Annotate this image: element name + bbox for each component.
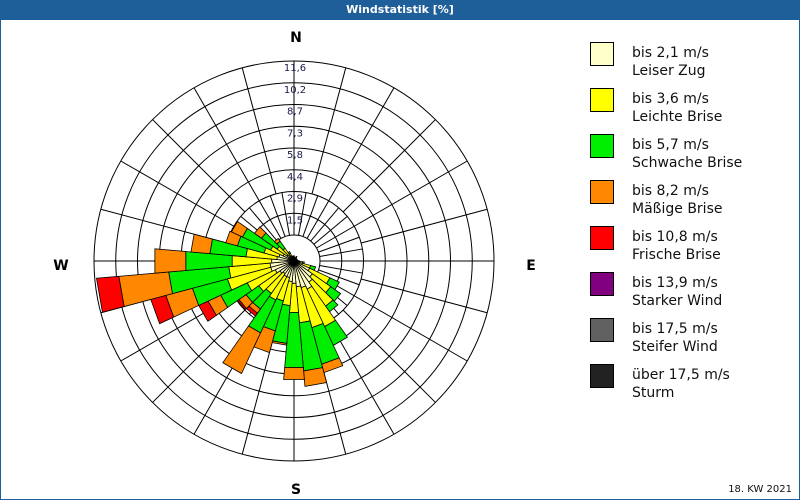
legend-swatch <box>590 134 614 158</box>
legend-label: Schwache Brise <box>632 155 743 171</box>
compass-south: S <box>291 482 301 498</box>
radial-tick-labels: 1,5 2,9 4,4 5,8 7,3 8,7 10,2 11,6 <box>284 63 306 226</box>
wind-petals <box>96 220 348 387</box>
week-label: 18. KW 2021 <box>728 484 792 495</box>
compass-east: E <box>526 258 536 274</box>
legend-label: Leiser Zug <box>632 63 706 79</box>
legend-swatch <box>590 88 614 112</box>
svg-text:10,2: 10,2 <box>284 85 306 96</box>
legend-range: bis 17,5 m/s <box>632 321 718 337</box>
legend-range: bis 5,7 m/s <box>632 137 709 153</box>
legend-range: bis 2,1 m/s <box>632 45 709 61</box>
legend-label: Mäßige Brise <box>632 201 723 217</box>
svg-text:1,5: 1,5 <box>287 215 303 226</box>
legend-swatch <box>590 42 614 66</box>
compass-west: W <box>53 258 68 274</box>
chart-title: Windstatistik [%] <box>0 0 800 20</box>
legend-swatch <box>590 318 614 342</box>
wind-rose-chart: 1,5 2,9 4,4 5,8 7,3 8,7 10,2 11,6 N S W E <box>53 30 536 498</box>
legend-swatch <box>590 272 614 296</box>
svg-text:8,7: 8,7 <box>287 107 303 118</box>
legend-label: Frische Brise <box>632 247 721 263</box>
legend-swatch <box>590 226 614 250</box>
legend-label: Steifer Wind <box>632 339 718 355</box>
compass-north: N <box>290 30 302 46</box>
legend-range: bis 8,2 m/s <box>632 183 709 199</box>
svg-text:7,3: 7,3 <box>287 128 303 139</box>
legend-label: Starker Wind <box>632 293 723 309</box>
svg-text:11,6: 11,6 <box>284 63 306 74</box>
legend-range: bis 3,6 m/s <box>632 91 709 107</box>
svg-text:5,8: 5,8 <box>287 150 303 161</box>
legend-swatch <box>590 364 614 388</box>
svg-text:2,9: 2,9 <box>287 194 303 205</box>
legend-label: Sturm <box>632 385 675 401</box>
svg-text:4,4: 4,4 <box>287 172 303 183</box>
legend-swatch <box>590 180 614 204</box>
legend-range: über 17,5 m/s <box>632 367 730 383</box>
legend-range: bis 10,8 m/s <box>632 229 718 245</box>
legend-label: Leichte Brise <box>632 109 723 125</box>
legend-range: bis 13,9 m/s <box>632 275 718 291</box>
